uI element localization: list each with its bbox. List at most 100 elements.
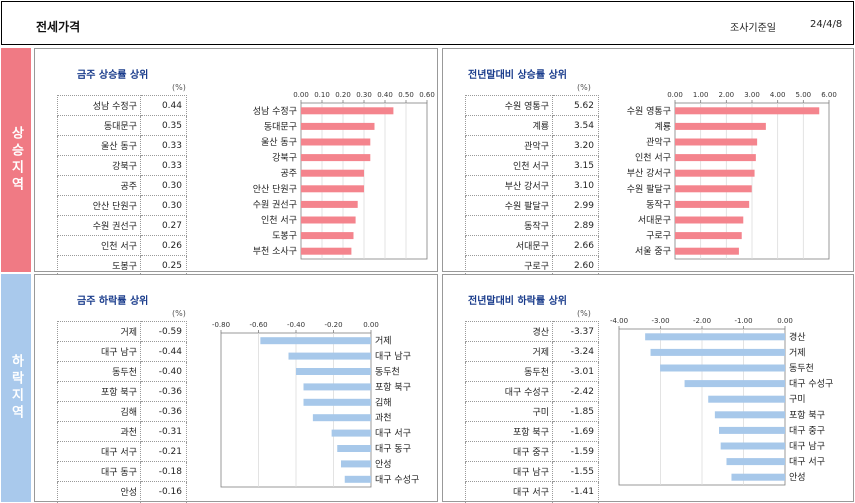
rate-value: -1.69 bbox=[552, 421, 599, 442]
rate-value: 2.99 bbox=[552, 195, 599, 216]
rate-value: 0.33 bbox=[140, 155, 187, 176]
region-name: 인천 서구 bbox=[465, 155, 553, 176]
bar bbox=[301, 185, 364, 193]
rate-value: 0.35 bbox=[140, 115, 187, 136]
category-label: 안성 bbox=[789, 472, 806, 483]
rate-value: 0.26 bbox=[140, 235, 187, 256]
region-name: 대구 동구 bbox=[57, 461, 141, 482]
table-row: 서대문구 2.66 bbox=[465, 235, 599, 256]
rate-value: 0.30 bbox=[140, 195, 187, 216]
survey-date-label: 조사기준일 bbox=[730, 23, 776, 34]
tick-label: -1.00 bbox=[734, 317, 752, 325]
table-row: 대구 남구 -0.44 bbox=[57, 341, 187, 362]
rate-value: 0.27 bbox=[140, 215, 187, 236]
tick-label: 0.60 bbox=[419, 91, 435, 99]
bar bbox=[303, 383, 371, 391]
category-label: 대구 남구 bbox=[375, 351, 411, 362]
tick-label: 0.40 bbox=[377, 91, 393, 99]
table-row: 동작구 2.89 bbox=[465, 215, 599, 236]
table-row: 대구 동구 -0.18 bbox=[57, 461, 187, 482]
panel-week-down: 금주 하락률 상위 (%) 거제 -0.59 대구 남구 -0.44 동두천 -0.40 포… bbox=[34, 274, 438, 503]
category-label: 공주 bbox=[280, 168, 297, 179]
value-table: 거제 -0.59 대구 남구 -0.44 동두천 -0.40 포항 북구 -0.36 김해 -0.… bbox=[57, 321, 187, 503]
bar bbox=[708, 395, 785, 403]
table-row: 김해 -0.36 bbox=[57, 401, 187, 422]
table-row: 공주 0.30 bbox=[57, 175, 187, 196]
rate-value: -1.85 bbox=[552, 401, 599, 422]
category-label: 대구 서구 bbox=[375, 428, 411, 439]
tick-label: 4.00 bbox=[770, 91, 786, 99]
region-name: 대구 남구 bbox=[465, 461, 553, 482]
table-row: 안성-1.29 bbox=[465, 501, 599, 503]
tick-label: 6.00 bbox=[821, 91, 837, 99]
bar bbox=[720, 442, 785, 450]
rate-value: -1.29 bbox=[552, 501, 599, 503]
rate-value: 0.33 bbox=[140, 135, 187, 156]
tick-label: 1.00 bbox=[693, 91, 709, 99]
category-label: 수원 팔달구 bbox=[627, 183, 671, 195]
rate-value: 3.20 bbox=[552, 135, 599, 156]
rate-value: -0.21 bbox=[140, 441, 187, 462]
rate-value: 2.89 bbox=[552, 215, 599, 236]
region-name: 강북구 bbox=[57, 155, 141, 176]
rate-value: -2.42 bbox=[552, 381, 599, 402]
region-name: 계룡 bbox=[465, 115, 553, 136]
region-name: 동두천 bbox=[57, 361, 141, 382]
category-label: 포항 북구 bbox=[375, 382, 411, 393]
category-label: 대구 동구 bbox=[375, 444, 411, 455]
bar bbox=[344, 475, 371, 483]
table-row: 도봉구 0.25 bbox=[57, 255, 187, 276]
bar bbox=[675, 232, 742, 240]
category-label: 관악구 bbox=[646, 136, 671, 148]
tick-label: 3.00 bbox=[744, 91, 760, 99]
region-name: 부산 강서구 bbox=[465, 175, 553, 196]
category-label: 동두천 bbox=[375, 367, 400, 378]
table-row: 안성 -0.16 bbox=[57, 481, 187, 502]
category-label: 구미 bbox=[789, 394, 806, 405]
region-name: 안산 단원구 bbox=[57, 195, 141, 216]
category-label: 계룡 bbox=[654, 120, 671, 132]
rate-value: 0.25 bbox=[140, 255, 187, 276]
table-row: 관악구 3.20 bbox=[465, 135, 599, 156]
panel-ytd-up: 전년말대비 상승률 상위 (%) 수원 영통구 5.62 계룡 3.54 관악구 3.20… bbox=[442, 48, 854, 296]
table-row: 강북구 0.33 bbox=[57, 155, 187, 176]
rate-value: -0.16 bbox=[140, 481, 187, 502]
region-name: 서대문구 bbox=[465, 235, 553, 256]
bar bbox=[675, 200, 750, 208]
rate-value: 0.30 bbox=[140, 175, 187, 196]
rate-value: -1.59 bbox=[552, 441, 599, 462]
tick-label: -0.60 bbox=[249, 321, 267, 329]
rate-value: -1.41 bbox=[552, 481, 599, 502]
panel-week-up: 금주 상승률 상위 (%) 성남 수정구 0.44 동대문구 0.35 울산 동구 0.3… bbox=[34, 48, 438, 296]
bar bbox=[714, 411, 785, 419]
falling-region-label: 하락지역 bbox=[1, 274, 31, 502]
category-label: 대구 중구 bbox=[789, 425, 825, 436]
table-row: 수원 영통구 5.62 bbox=[465, 95, 599, 116]
region-name: 포항 북구 bbox=[57, 381, 141, 402]
tick-label: -2.00 bbox=[693, 317, 711, 325]
bar bbox=[301, 200, 358, 208]
tick-label: -0.80 bbox=[212, 321, 230, 329]
value-table: 성남 수정구 0.44 동대문구 0.35 울산 동구 0.33 강북구 0.33 공주 0.30… bbox=[57, 95, 187, 296]
bar bbox=[301, 122, 375, 130]
region-name: 수원 팔달구 bbox=[465, 195, 553, 216]
region-name: 동대문구 bbox=[57, 115, 141, 136]
category-label: 동작구 bbox=[646, 199, 671, 210]
region-name: 거제 bbox=[57, 321, 141, 342]
panel-title: 전년말대비 상승률 상위 bbox=[468, 70, 567, 81]
bar bbox=[301, 138, 371, 146]
region-name: 과천 bbox=[57, 421, 141, 442]
tick-label: 5.00 bbox=[796, 91, 812, 99]
region-name: 성남 수정구 bbox=[57, 95, 141, 116]
category-label: 부산 강서구 bbox=[627, 168, 671, 179]
category-label: 수원 영통구 bbox=[627, 106, 671, 117]
category-label: 대구 수성구 bbox=[789, 379, 833, 390]
bar bbox=[301, 216, 356, 224]
table-row: 부산 강서구 3.10 bbox=[465, 175, 599, 196]
table-row: 인천 서구 0.26 bbox=[57, 235, 187, 256]
rate-value: -0.40 bbox=[140, 361, 187, 382]
tick-label: 0.10 bbox=[314, 91, 330, 99]
category-label: 거제 bbox=[789, 347, 806, 358]
region-name: 관악구 bbox=[465, 135, 553, 156]
